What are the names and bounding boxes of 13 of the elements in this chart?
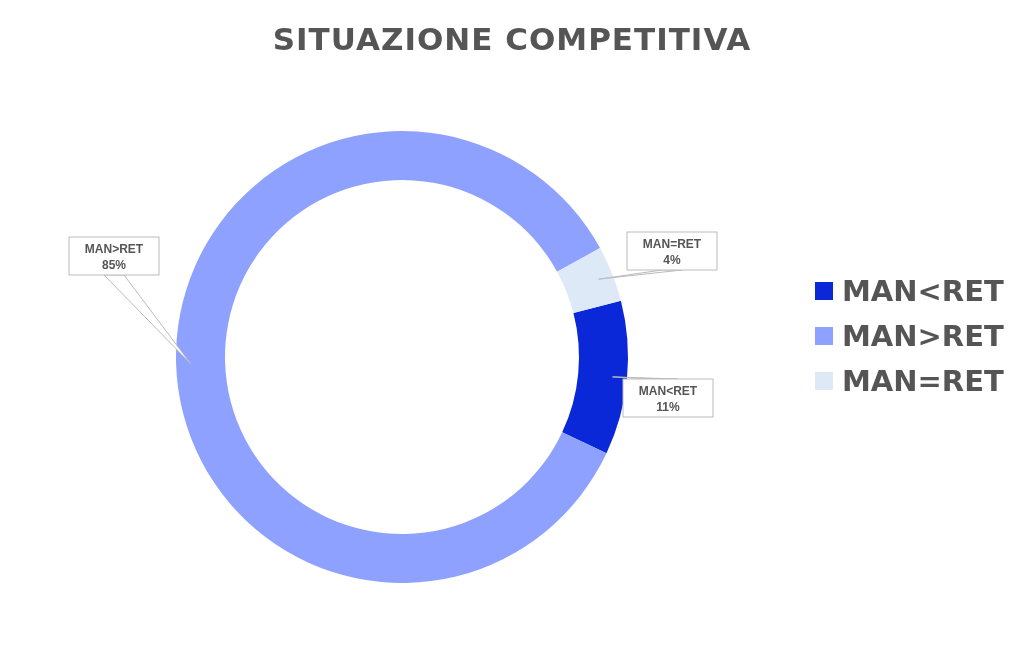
legend-label: MAN<RET: [842, 274, 1005, 308]
slice-label: MAN>RET: [84, 242, 144, 256]
legend-label: MAN>RET: [842, 319, 1005, 353]
slice-label: MAN<RET: [638, 384, 698, 398]
chart-title: SITUAZIONE COMPETITIVA: [272, 21, 752, 57]
donut-slice: [562, 300, 628, 454]
data-label: 4%: [663, 253, 681, 267]
legend-label: MAN=RET: [842, 364, 1005, 398]
data-label: 85%: [101, 258, 127, 272]
data-label: 11%: [656, 400, 681, 414]
donut-slice: [176, 131, 607, 583]
donut-slice: [557, 248, 621, 313]
slice-label: MAN=RET: [642, 237, 702, 251]
